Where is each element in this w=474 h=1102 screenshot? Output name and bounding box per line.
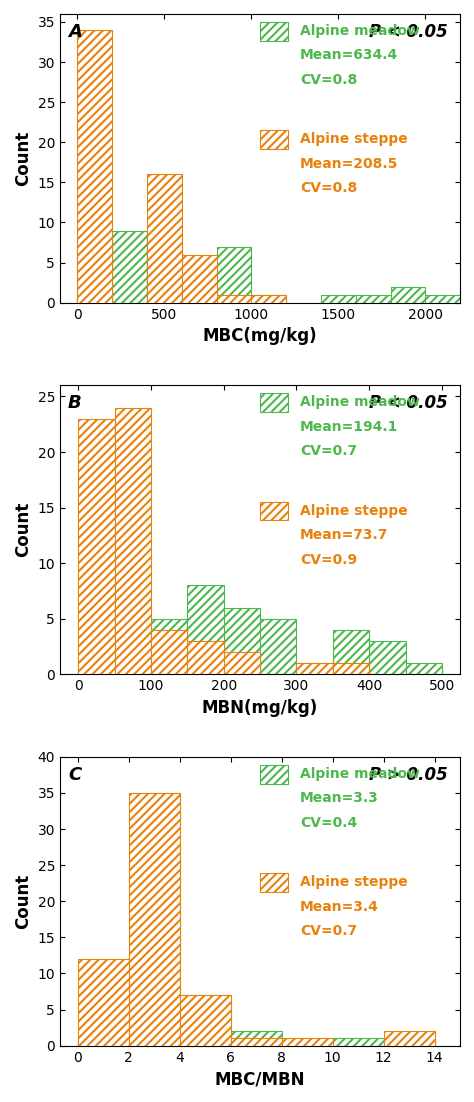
- Text: CV=0.8: CV=0.8: [300, 181, 357, 195]
- Bar: [151, 618, 187, 674]
- Bar: [115, 641, 151, 674]
- Bar: [77, 238, 112, 303]
- Text: Mean=208.5: Mean=208.5: [300, 156, 399, 171]
- Bar: [129, 793, 180, 1046]
- Bar: [333, 1038, 383, 1046]
- Bar: [321, 294, 356, 303]
- Y-axis label: Count: Count: [14, 131, 32, 186]
- Bar: [224, 607, 260, 674]
- Bar: [296, 663, 333, 674]
- Y-axis label: Count: Count: [14, 874, 32, 929]
- Bar: [231, 1031, 282, 1046]
- Text: Alpine meadow: Alpine meadow: [300, 767, 420, 780]
- Bar: [217, 247, 251, 303]
- Text: C: C: [68, 766, 81, 784]
- Bar: [333, 663, 369, 674]
- Bar: [369, 641, 406, 674]
- FancyBboxPatch shape: [260, 501, 288, 520]
- Text: B: B: [68, 395, 82, 412]
- Bar: [129, 793, 180, 1046]
- Bar: [78, 1038, 129, 1046]
- Bar: [333, 629, 369, 674]
- Text: P > 0.05: P > 0.05: [369, 766, 448, 784]
- Bar: [77, 30, 112, 303]
- Text: Alpine steppe: Alpine steppe: [300, 875, 408, 889]
- Text: Mean=194.1: Mean=194.1: [300, 420, 399, 434]
- Text: A: A: [68, 22, 82, 41]
- Bar: [187, 641, 224, 674]
- FancyBboxPatch shape: [260, 873, 288, 892]
- FancyBboxPatch shape: [260, 130, 288, 149]
- Bar: [147, 230, 182, 303]
- Bar: [406, 663, 442, 674]
- Bar: [147, 174, 182, 303]
- Text: Mean=634.4: Mean=634.4: [300, 48, 398, 62]
- Text: Mean=73.7: Mean=73.7: [300, 528, 388, 542]
- Bar: [231, 1038, 282, 1046]
- Bar: [112, 230, 147, 303]
- Bar: [296, 663, 333, 674]
- Bar: [383, 1031, 435, 1046]
- Bar: [251, 294, 286, 303]
- FancyBboxPatch shape: [260, 393, 288, 412]
- Bar: [115, 408, 151, 674]
- Bar: [260, 618, 296, 674]
- Bar: [78, 574, 115, 674]
- Bar: [356, 294, 391, 303]
- Text: CV=0.7: CV=0.7: [300, 444, 357, 458]
- Text: CV=0.7: CV=0.7: [300, 925, 357, 938]
- Bar: [151, 629, 187, 674]
- Text: P < 0.05: P < 0.05: [369, 22, 448, 41]
- Bar: [182, 255, 217, 303]
- Text: Mean=3.3: Mean=3.3: [300, 791, 379, 806]
- FancyBboxPatch shape: [260, 765, 288, 784]
- Bar: [282, 1038, 333, 1046]
- Text: Alpine steppe: Alpine steppe: [300, 504, 408, 518]
- Text: CV=0.9: CV=0.9: [300, 552, 357, 566]
- FancyBboxPatch shape: [260, 22, 288, 41]
- Bar: [217, 294, 251, 303]
- Bar: [180, 995, 231, 1046]
- Text: Mean=3.4: Mean=3.4: [300, 899, 379, 914]
- Bar: [78, 419, 115, 674]
- Y-axis label: Count: Count: [14, 503, 32, 558]
- Bar: [251, 294, 286, 303]
- Bar: [224, 652, 260, 674]
- Text: CV=0.8: CV=0.8: [300, 73, 357, 87]
- Bar: [391, 287, 425, 303]
- Text: P < 0.05: P < 0.05: [369, 395, 448, 412]
- Text: Alpine meadow: Alpine meadow: [300, 24, 420, 37]
- X-axis label: MBC(mg/kg): MBC(mg/kg): [203, 327, 317, 345]
- Text: Alpine steppe: Alpine steppe: [300, 132, 408, 147]
- Text: Alpine meadow: Alpine meadow: [300, 396, 420, 409]
- X-axis label: MBN(mg/kg): MBN(mg/kg): [202, 699, 318, 716]
- Bar: [187, 585, 224, 674]
- Bar: [425, 294, 460, 303]
- X-axis label: MBC/MBN: MBC/MBN: [215, 1070, 305, 1088]
- Bar: [78, 959, 129, 1046]
- Text: CV=0.4: CV=0.4: [300, 815, 357, 830]
- Bar: [180, 995, 231, 1046]
